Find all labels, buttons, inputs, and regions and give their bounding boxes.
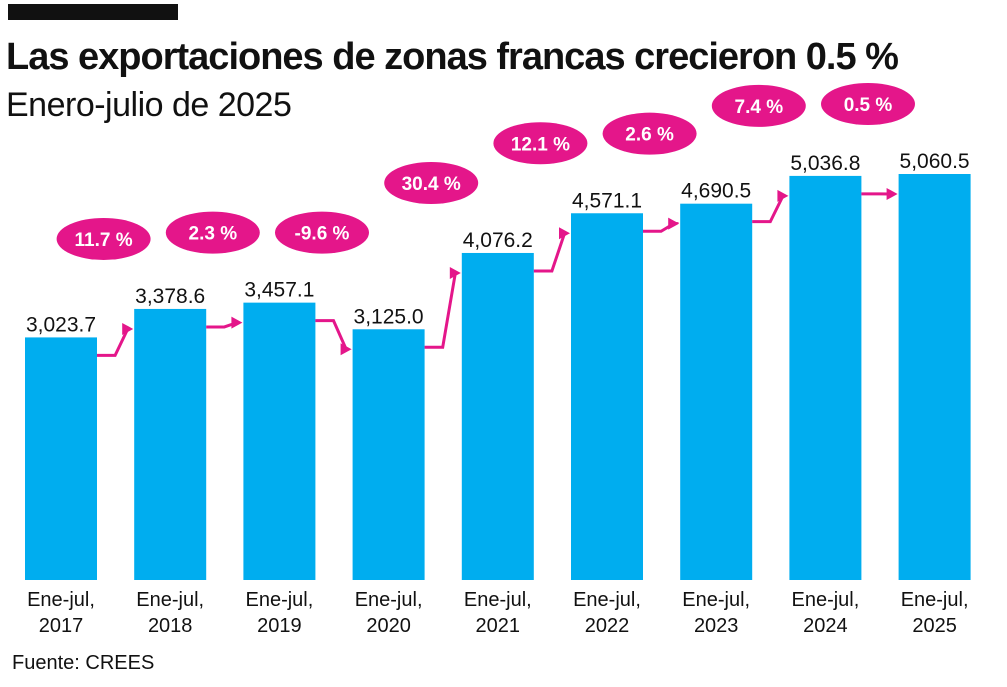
tick-label-4-line1: Ene-jul, [464, 589, 532, 611]
growth-arrow-head-7 [886, 188, 898, 200]
growth-bubble-7 [821, 83, 915, 125]
tick-label-8-line1: Ene-jul, [901, 589, 969, 611]
tick-label-1-line2: 2018 [148, 615, 193, 637]
growth-arrow-head-5 [668, 217, 680, 230]
value-label-3: 3,125.0 [354, 305, 424, 328]
value-label-0: 3,023.7 [26, 313, 96, 336]
tick-label-6-line2: 2023 [694, 615, 739, 637]
tick-label-5-line2: 2022 [585, 615, 630, 637]
bar-0 [25, 337, 97, 580]
chart-subtitle: Enero-julio de 2025 [6, 86, 292, 124]
bar-1 [134, 308, 207, 580]
value-label-6: 4,690.5 [681, 180, 751, 203]
growth-bubble-4 [493, 122, 588, 165]
bar-4 [461, 252, 534, 580]
growth-bubble-3 [384, 161, 479, 204]
tick-label-1-line1: Ene-jul, [136, 589, 204, 611]
chart-title: Las exportaciones de zonas francas creci… [6, 36, 899, 78]
growth-bubble-0 [56, 217, 151, 260]
value-label-4: 4,076.2 [463, 229, 533, 252]
tick-label-4-line2: 2021 [476, 615, 521, 637]
value-label-2: 3,457.1 [244, 279, 314, 302]
tick-label-7-line2: 2024 [803, 615, 848, 637]
growth-bubble-5 [602, 112, 697, 155]
bar-2 [243, 302, 316, 580]
growth-arrow-head-2 [340, 343, 352, 356]
growth-arrow-head-0 [122, 322, 134, 335]
bar-3 [352, 329, 425, 580]
value-label-1: 3,378.6 [135, 285, 205, 308]
growth-arrow-head-6 [777, 189, 789, 202]
tick-label-8-line2: 2025 [912, 615, 957, 637]
growth-label-5: 2.6 % [625, 125, 674, 146]
tick-label-3-line2: 2020 [366, 615, 411, 637]
growth-bubble-1 [165, 211, 260, 254]
tick-label-2-line2: 2019 [257, 615, 302, 637]
value-label-5: 4,571.1 [572, 189, 642, 212]
growth-label-2: -9.6 % [295, 224, 350, 245]
tick-label-2-line1: Ene-jul, [245, 589, 313, 611]
growth-bubble-6 [711, 84, 806, 127]
growth-arrow-head-3 [449, 266, 461, 279]
growth-label-6: 7.4 % [735, 97, 784, 118]
tick-label-7-line1: Ene-jul, [791, 589, 859, 611]
bar-8 [898, 174, 971, 580]
growth-label-4: 12.1 % [511, 134, 570, 155]
growth-label-1: 2.3 % [189, 224, 238, 245]
bar-5 [571, 213, 643, 580]
growth-bubble-2 [275, 211, 369, 254]
bar-7 [789, 175, 862, 580]
growth-label-3: 30.4 % [402, 174, 461, 195]
value-label-8: 5,060.5 [900, 150, 970, 173]
growth-arrow-head-1 [231, 316, 243, 329]
tick-label-3-line1: Ene-jul, [355, 589, 423, 611]
value-label-7: 5,036.8 [790, 152, 860, 175]
growth-arrow-3 [424, 271, 458, 349]
growth-label-0: 11.7 % [75, 230, 133, 251]
source-note: Fuente: CREES [12, 652, 155, 674]
tick-label-5-line1: Ene-jul, [573, 589, 641, 611]
growth-arrow-4 [533, 231, 567, 273]
bar-6 [680, 203, 753, 580]
tick-label-0-line1: Ene-jul, [27, 589, 95, 611]
tick-label-6-line1: Ene-jul, [682, 589, 750, 611]
growth-arrow-head-4 [559, 227, 570, 240]
top-rule [8, 4, 178, 20]
tick-label-0-line2: 2017 [39, 615, 84, 637]
growth-label-7: 0.5 % [844, 95, 893, 116]
